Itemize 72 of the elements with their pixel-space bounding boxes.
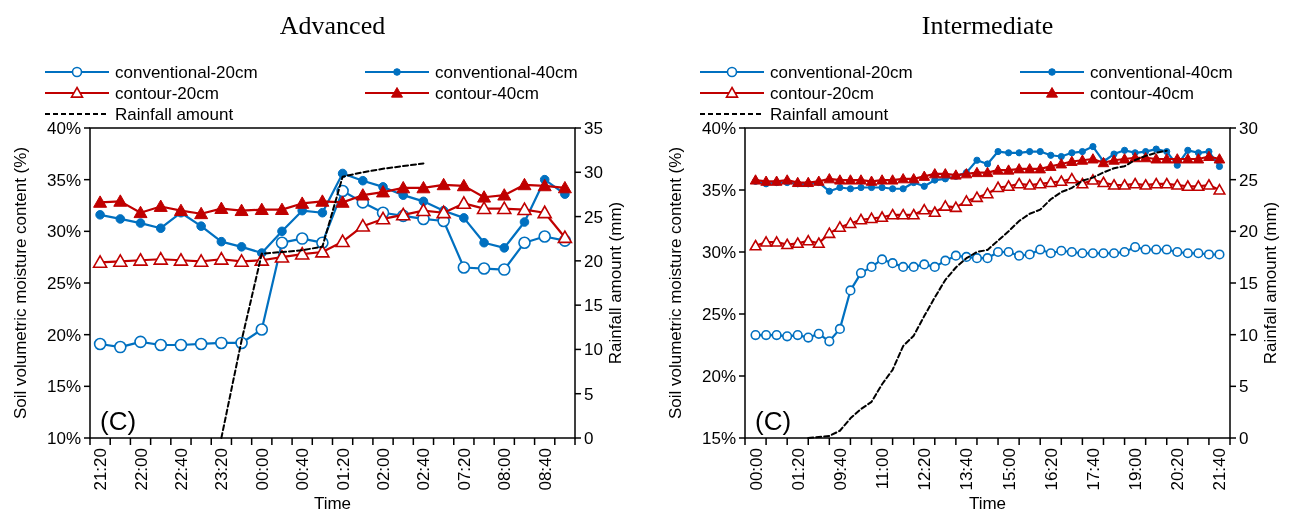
- y-tick-label: 25%: [46, 274, 81, 293]
- legend-label: conventional-40cm: [435, 63, 578, 82]
- x-tick-label: 02:40: [414, 448, 434, 491]
- x-tick-label: 01:20: [788, 448, 808, 491]
- y-tick-label: 40%: [701, 119, 736, 138]
- x-tick-label: 23:20: [212, 448, 232, 491]
- y-tick-label: 25%: [701, 305, 736, 324]
- x-tick-label: 09:40: [830, 448, 850, 491]
- chart-title: Intermediate: [921, 11, 1054, 40]
- x-tick-label: 02:00: [374, 448, 394, 491]
- y2-tick-label: 10: [584, 340, 603, 360]
- y2-tick-label: 0: [1239, 429, 1249, 448]
- y2-tick-label: 0: [584, 429, 594, 448]
- legend-label: Rainfall amount: [770, 105, 889, 124]
- x-tick-label: 20:20: [1168, 448, 1188, 491]
- y-tick-label: 15%: [701, 429, 736, 448]
- legend-label: contour-20cm: [115, 84, 219, 103]
- y-tick-label: 20%: [46, 325, 81, 345]
- x-tick-label: 17:40: [1083, 448, 1103, 491]
- y2-tick-label: 5: [584, 384, 594, 404]
- x-tick-label: 00:40: [293, 448, 313, 491]
- y-tick-label: 20%: [701, 367, 736, 386]
- x-tick-label: 19:00: [1126, 448, 1146, 491]
- x-tick-label: 08:40: [535, 448, 555, 491]
- y-tick-label: 10%: [46, 429, 81, 448]
- annotation: (C): [100, 406, 137, 436]
- y-tick-label: 40%: [46, 119, 81, 138]
- legend-label: Rainfall amount: [115, 105, 234, 124]
- y2-tick-label: 30: [1239, 119, 1258, 138]
- y2-tick-label: 20: [1239, 222, 1258, 242]
- x-tick-label: 22:00: [131, 448, 151, 491]
- x-tick-label: 00:00: [252, 448, 272, 491]
- y2-tick-label: 30: [584, 163, 603, 183]
- y2-tick-label: 35: [584, 119, 603, 138]
- annotation: (C): [755, 406, 792, 436]
- x-tick-label: 15:00: [999, 448, 1019, 491]
- x-tick-label: 21:40: [1210, 448, 1230, 491]
- legend-label: contour-20cm: [770, 84, 874, 103]
- legend-label: conventional-40cm: [1090, 63, 1233, 82]
- x-tick-label: 11:00: [873, 448, 893, 490]
- y-axis-title: Soil volumetric moisture content (%): [666, 146, 685, 420]
- chart-title: Advanced: [279, 11, 386, 40]
- x-tick-label: 21:20: [91, 448, 111, 491]
- legend-label: conventional-20cm: [770, 63, 913, 82]
- legend-label: contour-40cm: [435, 84, 539, 103]
- y2-axis-title: Rainfall amount (mm): [606, 201, 625, 365]
- y-tick-label: 30%: [701, 243, 736, 262]
- x-tick-label: 00:00: [746, 448, 766, 491]
- x-tick-label: 01:20: [333, 448, 353, 491]
- y2-tick-label: 5: [1239, 377, 1249, 397]
- legend-label: contour-40cm: [1090, 84, 1194, 103]
- x-tick-label: 07:20: [454, 448, 474, 491]
- x-tick-label: 12:20: [915, 448, 935, 491]
- y-tick-label: 15%: [46, 377, 81, 397]
- x-axis-title: Time: [968, 494, 1007, 513]
- y2-tick-label: 15: [584, 296, 603, 316]
- y-tick-label: 30%: [46, 222, 81, 242]
- x-tick-label: 22:40: [171, 448, 191, 491]
- y-axis-title: Soil volumetric moisture content (%): [11, 146, 30, 420]
- y2-axis-title: Rainfall amount (mm): [1261, 201, 1280, 365]
- x-axis-title: Time: [313, 494, 352, 513]
- y2-tick-label: 20: [584, 251, 603, 271]
- y2-tick-label: 10: [1239, 325, 1258, 345]
- x-tick-label: 16:20: [1041, 448, 1061, 491]
- x-tick-label: 08:00: [495, 448, 515, 491]
- legend-label: conventional-20cm: [115, 63, 258, 82]
- y-tick-label: 35%: [46, 170, 81, 190]
- y-tick-label: 35%: [701, 181, 736, 200]
- y2-tick-label: 15: [1239, 274, 1258, 293]
- y2-tick-label: 25: [1239, 170, 1258, 190]
- x-tick-label: 13:40: [957, 448, 977, 491]
- y2-tick-label: 25: [584, 207, 603, 227]
